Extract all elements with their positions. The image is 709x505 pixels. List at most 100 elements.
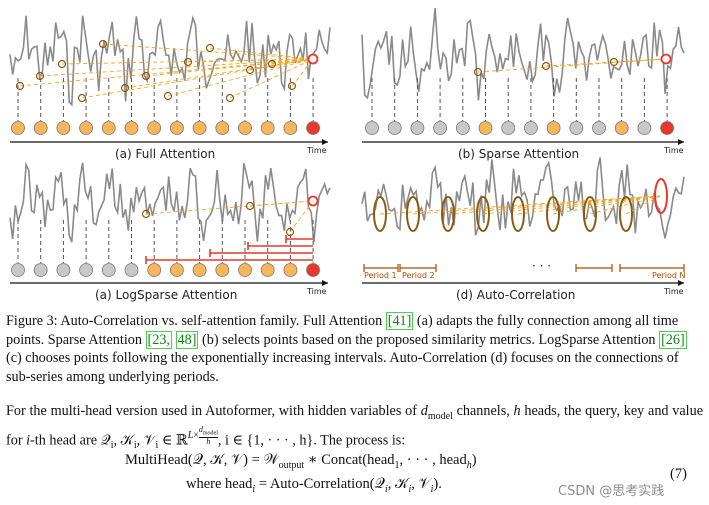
panel-logsparse-attention (9, 161, 331, 286)
sub-series-ellipse (511, 196, 525, 232)
time-point-node (524, 121, 538, 135)
time-point-node (101, 121, 116, 135)
correlation-arrow (589, 195, 661, 215)
panel-full-attention (9, 14, 331, 145)
attended-point (245, 65, 255, 75)
time-point-node (124, 263, 139, 277)
citation-26[interactable]: [26] (659, 330, 687, 349)
time-point-node (169, 263, 184, 277)
time-point-node (101, 263, 116, 277)
time-point-node (79, 263, 93, 277)
time-label-a: Time (306, 146, 327, 155)
time-point-node (478, 121, 493, 135)
attention-arrow (209, 47, 314, 60)
correlation-arrow (517, 195, 661, 215)
eq1-end: ) (471, 452, 477, 468)
attention-arrow (291, 58, 314, 87)
time-point-node (11, 263, 25, 277)
attended-point (541, 61, 551, 71)
time-point-node (238, 263, 252, 277)
panel-sparse-attention (361, 7, 685, 145)
caption-text-2: (a) adapts the fully connection among al… (6, 313, 679, 348)
attended-point (141, 209, 151, 219)
period-2-label: Period 2 (402, 271, 435, 280)
correlation-arrow (379, 195, 661, 215)
time-point-node (79, 121, 93, 135)
var-v: , 𝒱 (136, 432, 156, 449)
eq2-part-2: = Auto-Correlation(𝒬 (255, 476, 385, 492)
period-1-label: Period 1 (364, 271, 397, 280)
sub-series-ellipse (441, 196, 455, 232)
eq1-part-1: MultiHead(𝒬, 𝒦, 𝒱) = 𝒲 (125, 452, 279, 468)
attention-arrow (289, 200, 314, 233)
attended-point (473, 67, 483, 77)
time-point-node (169, 121, 184, 135)
time-point-node (614, 121, 629, 135)
time-point-node (637, 121, 652, 135)
time-point-node (260, 121, 275, 135)
eq2-part-1: where head (186, 476, 253, 492)
caption-panel-a: (a) Full Attention (115, 147, 215, 161)
time-point-node (387, 121, 402, 135)
time-label-d: Time (663, 287, 684, 296)
caption-text-3: (b) selects points based on the proposed… (198, 331, 660, 348)
eq1-part-3: , · · · , head (399, 452, 467, 468)
equation-number: (7) (670, 466, 687, 482)
time-axis-arrow (678, 139, 684, 145)
body-paragraph: For the multi-head version used in Autof… (6, 403, 703, 451)
time-point-node (192, 121, 207, 135)
attended-point (205, 43, 215, 53)
sub-series-ellipse (619, 196, 633, 232)
attended-point (35, 71, 45, 81)
attended-point (287, 81, 297, 91)
time-point-node (238, 121, 252, 135)
query-point (660, 53, 672, 65)
time-point-node (546, 121, 561, 135)
attended-point (141, 71, 151, 81)
attended-point (120, 83, 130, 93)
var-k: , 𝒦 (113, 432, 134, 449)
attended-point (245, 201, 255, 211)
time-point-node (501, 121, 516, 135)
attended-point (98, 39, 108, 49)
sub-series-ellipse (373, 196, 387, 232)
period-ellipsis: · · · (532, 259, 551, 273)
time-point-node (147, 263, 162, 277)
citation-23[interactable]: [23, (145, 330, 172, 349)
citation-41[interactable]: [41] (385, 312, 414, 330)
attention-arrow (229, 58, 314, 99)
attention-arrow (249, 58, 314, 71)
time-point-node (192, 263, 207, 277)
var-i: i (26, 432, 31, 449)
figure-caption: Figure 3: Auto-Correlation vs. self-atte… (6, 312, 703, 386)
time-point-node (365, 121, 379, 135)
time-series-line (9, 14, 331, 107)
figure-3: (a) Full Attention (b) Sparse Attention … (9, 7, 685, 302)
citation-48[interactable]: 48] (175, 330, 199, 349)
attended-point (225, 93, 235, 103)
time-point-node (592, 121, 606, 135)
sub-series-ellipse (406, 196, 420, 232)
time-axis-arrow (322, 139, 328, 145)
attention-arrow (39, 58, 314, 77)
para-text-5: ∈ ℝ (158, 432, 188, 449)
time-point-node (433, 121, 448, 135)
time-point-node (33, 263, 48, 277)
attention-arrow (249, 200, 314, 207)
equation-line-2: where headi = Auto-Correlation(𝒬i, 𝒦i, 𝒱… (186, 476, 442, 495)
attended-point (163, 91, 173, 101)
time-axis-arrow (322, 280, 328, 286)
time-point-node (56, 121, 71, 135)
var-q: 𝒬 (100, 432, 111, 449)
attention-arrow (613, 58, 667, 63)
attention-arrow (545, 58, 667, 67)
attention-arrow (477, 58, 667, 73)
time-point-node (215, 263, 230, 277)
var-d: d (420, 403, 428, 419)
attended-point (609, 57, 619, 67)
sub-series-ellipse (546, 196, 560, 232)
time-point-node (660, 121, 674, 135)
para-text-4: -th head are (30, 432, 101, 449)
query-sub-series-ellipse (654, 178, 668, 214)
caption-text-4: (c) chooses points following the exponen… (6, 350, 679, 385)
